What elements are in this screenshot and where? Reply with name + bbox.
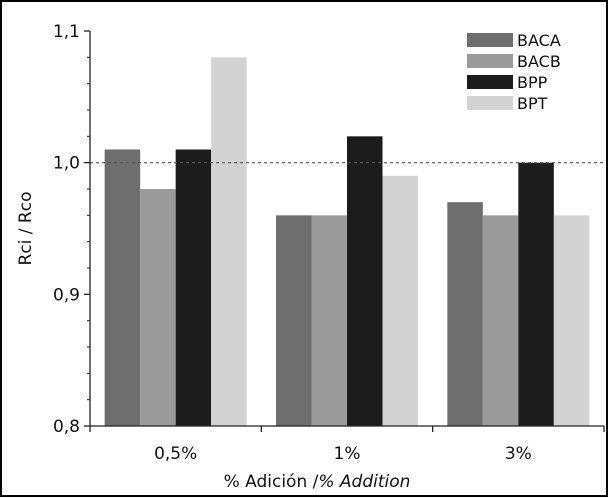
legend-swatch-bacb bbox=[467, 54, 513, 68]
bar-bacb-2 bbox=[311, 215, 347, 426]
x-axis-title-main: % Adición / bbox=[224, 472, 319, 492]
legend-label-baca: BACA bbox=[517, 31, 561, 50]
bars-layer bbox=[104, 57, 590, 427]
legend-swatch-bpt bbox=[467, 96, 513, 110]
x-tick-label: 3% bbox=[505, 444, 532, 464]
bar-chart: 0,8 0,9 1,0 1,1 0,5% 1% 3% Rci / Rco % Adició… bbox=[16, 22, 605, 492]
legend: BACA BACB BPP BPT bbox=[467, 31, 561, 113]
x-axis-ticks: 0,5% 1% 3% bbox=[89, 426, 605, 464]
legend-label-bacb: BACB bbox=[517, 52, 561, 71]
y-tick-label: 0,9 bbox=[53, 285, 80, 305]
bar-bpt-2 bbox=[382, 175, 418, 426]
bar-bpt-1 bbox=[211, 57, 247, 426]
x-axis-title: % Adición /% Addition bbox=[224, 472, 411, 492]
x-axis-title-italic: % Addition bbox=[318, 472, 410, 492]
legend-label-bpp: BPP bbox=[517, 73, 548, 92]
y-axis-ticks: 0,8 0,9 1,0 1,1 bbox=[53, 22, 90, 437]
bar-bacb-1 bbox=[140, 189, 176, 426]
legend-swatch-baca bbox=[467, 33, 513, 47]
bar-bpt-3 bbox=[553, 215, 590, 426]
bar-baca-1 bbox=[104, 149, 141, 426]
y-tick-label: 0,8 bbox=[53, 417, 80, 437]
bar-baca-2 bbox=[276, 215, 312, 426]
y-axis-title: Rci / Rco bbox=[16, 192, 36, 266]
bar-bacb-3 bbox=[482, 215, 519, 426]
x-tick-label: 0,5% bbox=[154, 444, 197, 464]
y-tick-label: 1,1 bbox=[53, 22, 80, 42]
bar-baca-3 bbox=[447, 202, 483, 426]
legend-label-bpt: BPT bbox=[517, 94, 548, 113]
bar-bpp-3 bbox=[518, 162, 554, 426]
bar-bpp-1 bbox=[175, 149, 212, 426]
x-tick-label: 1% bbox=[334, 444, 361, 464]
bar-bpp-2 bbox=[347, 136, 383, 427]
y-tick-label: 1,0 bbox=[53, 154, 80, 174]
legend-swatch-bpp bbox=[467, 75, 513, 89]
